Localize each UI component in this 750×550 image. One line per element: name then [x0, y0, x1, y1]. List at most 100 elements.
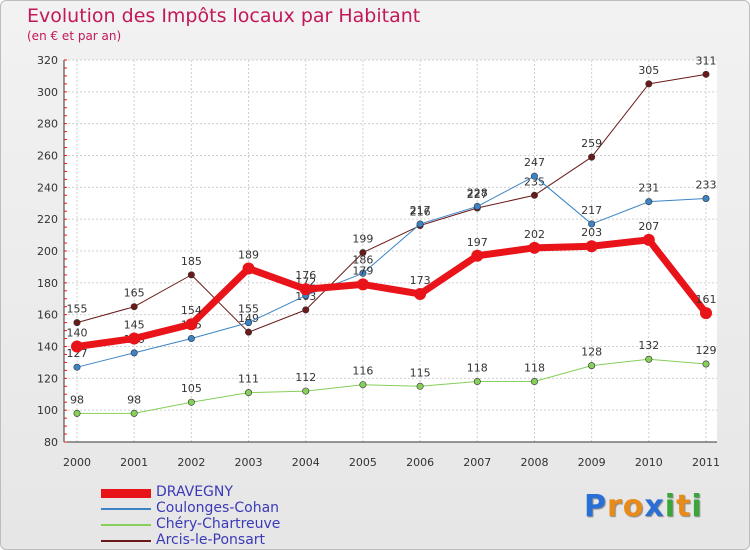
data-point-coulonges-cohan	[530, 172, 538, 180]
y-tick-label: 200	[37, 245, 58, 258]
data-point-ch-ry-chartreuve	[645, 355, 653, 363]
x-tick-label: 2008	[520, 456, 548, 469]
data-point-coulonges-cohan	[702, 194, 710, 202]
data-label-dravegny: 189	[238, 249, 259, 262]
logo-letter: t	[676, 489, 692, 524]
data-point-coulonges-cohan	[245, 319, 253, 327]
data-point-ch-ry-chartreuve	[702, 360, 710, 368]
data-label-coulonges-cohan: 217	[581, 204, 602, 217]
x-tick-label: 2011	[692, 456, 720, 469]
data-label-coulonges-cohan: 155	[238, 303, 259, 316]
data-point-ch-ry-chartreuve	[187, 398, 195, 406]
data-point-dravegny	[71, 340, 83, 353]
data-label-dravegny: 203	[581, 226, 602, 239]
x-tick-label: 2007	[463, 456, 491, 469]
logo-letter: P	[584, 489, 607, 524]
data-point-ch-ry-chartreuve	[245, 389, 253, 397]
data-point-ch-ry-chartreuve	[473, 378, 481, 386]
data-point-coulonges-cohan	[645, 198, 653, 206]
proxiti-logo: Proxiti	[584, 489, 703, 524]
logo-letter: x	[644, 489, 665, 524]
data-label-ch-ry-chartreuve: 118	[467, 362, 488, 375]
x-tick-label: 2000	[63, 456, 91, 469]
data-point-dravegny	[128, 332, 141, 345]
data-label-dravegny: 161	[696, 293, 717, 306]
data-label-coulonges-cohan: 127	[67, 347, 88, 360]
y-tick-label: 260	[37, 150, 58, 163]
y-tick-label: 80	[44, 436, 58, 449]
data-point-coulonges-cohan	[588, 220, 596, 228]
y-tick-label: 100	[37, 404, 58, 417]
legend-swatch-arcis-le-ponsart	[101, 540, 151, 542]
x-tick-label: 2001	[120, 456, 148, 469]
data-point-arcis-le-ponsart	[73, 319, 81, 327]
data-label-dravegny: 145	[124, 319, 145, 332]
data-point-coulonges-cohan	[130, 349, 138, 357]
y-tick-label: 280	[37, 118, 58, 131]
y-tick-label: 320	[37, 54, 58, 67]
data-label-arcis-le-ponsart: 185	[181, 255, 202, 268]
data-label-ch-ry-chartreuve: 98	[70, 393, 84, 406]
data-label-ch-ry-chartreuve: 105	[181, 382, 202, 395]
data-label-coulonges-cohan: 231	[638, 182, 659, 195]
legend-label-coulonges-cohan: Coulonges-Cohan	[156, 500, 280, 516]
data-point-coulonges-cohan	[473, 202, 481, 210]
data-point-coulonges-cohan	[187, 335, 195, 343]
legend-label-arcis-le-ponsart: Arcis-le-Ponsart	[156, 532, 266, 548]
x-tick-label: 2006	[406, 456, 434, 469]
logo-letter: r	[607, 489, 623, 524]
y-tick-label: 160	[37, 309, 58, 322]
data-point-ch-ry-chartreuve	[73, 409, 81, 417]
legend-label-dravegny: DRAVEGNY	[156, 484, 233, 500]
data-label-arcis-le-ponsart: 227	[467, 188, 488, 201]
data-label-arcis-le-ponsart: 155	[67, 303, 88, 316]
logo-letter: o	[622, 489, 645, 524]
data-point-dravegny	[471, 249, 484, 262]
x-tick-label: 2002	[177, 456, 205, 469]
data-label-ch-ry-chartreuve: 115	[410, 366, 431, 379]
data-label-coulonges-cohan: 247	[524, 156, 545, 169]
data-point-ch-ry-chartreuve	[130, 409, 138, 417]
data-point-arcis-le-ponsart	[130, 303, 138, 311]
y-tick-label: 300	[37, 86, 58, 99]
data-point-arcis-le-ponsart	[302, 306, 310, 314]
x-tick-label: 2004	[292, 456, 320, 469]
data-label-dravegny: 179	[352, 264, 373, 277]
data-point-dravegny	[242, 262, 255, 275]
data-label-dravegny: 207	[638, 220, 659, 233]
data-label-arcis-le-ponsart: 165	[124, 287, 145, 300]
data-label-ch-ry-chartreuve: 128	[581, 346, 602, 359]
chart-title: Evolution des Impôts locaux par Habitant	[27, 5, 421, 27]
data-point-dravegny	[528, 241, 541, 254]
y-tick-label: 140	[37, 341, 58, 354]
data-label-coulonges-cohan: 228	[467, 186, 488, 199]
data-label-dravegny: 140	[67, 327, 88, 340]
data-label-ch-ry-chartreuve: 132	[638, 339, 659, 352]
data-label-dravegny: 202	[524, 228, 545, 241]
chart-subtitle: (en € et par an)	[27, 29, 122, 43]
data-label-dravegny: 176	[295, 269, 316, 282]
y-tick-label: 120	[37, 372, 58, 385]
y-tick-label: 220	[37, 213, 58, 226]
data-point-arcis-le-ponsart	[588, 153, 596, 161]
data-label-arcis-le-ponsart: 216	[410, 206, 431, 219]
data-point-dravegny	[299, 283, 312, 296]
logo-letter: i	[664, 489, 677, 524]
data-label-ch-ry-chartreuve: 111	[238, 373, 259, 386]
data-point-arcis-le-ponsart	[530, 191, 538, 199]
data-point-dravegny	[356, 278, 369, 291]
data-point-arcis-le-ponsart	[245, 328, 253, 336]
logo-letter: i	[691, 489, 703, 524]
data-label-arcis-le-ponsart: 305	[638, 64, 659, 77]
data-point-arcis-le-ponsart	[359, 249, 367, 257]
data-label-arcis-le-ponsart: 311	[696, 54, 717, 67]
data-label-ch-ry-chartreuve: 129	[696, 344, 717, 357]
data-point-ch-ry-chartreuve	[302, 387, 310, 395]
data-label-ch-ry-chartreuve: 118	[524, 362, 545, 375]
data-label-ch-ry-chartreuve: 116	[352, 365, 373, 378]
y-tick-label: 180	[37, 277, 58, 290]
data-label-arcis-le-ponsart: 259	[581, 137, 602, 150]
legend-swatch-ch-ry-chartreuve	[101, 524, 151, 526]
data-label-ch-ry-chartreuve: 98	[127, 393, 141, 406]
